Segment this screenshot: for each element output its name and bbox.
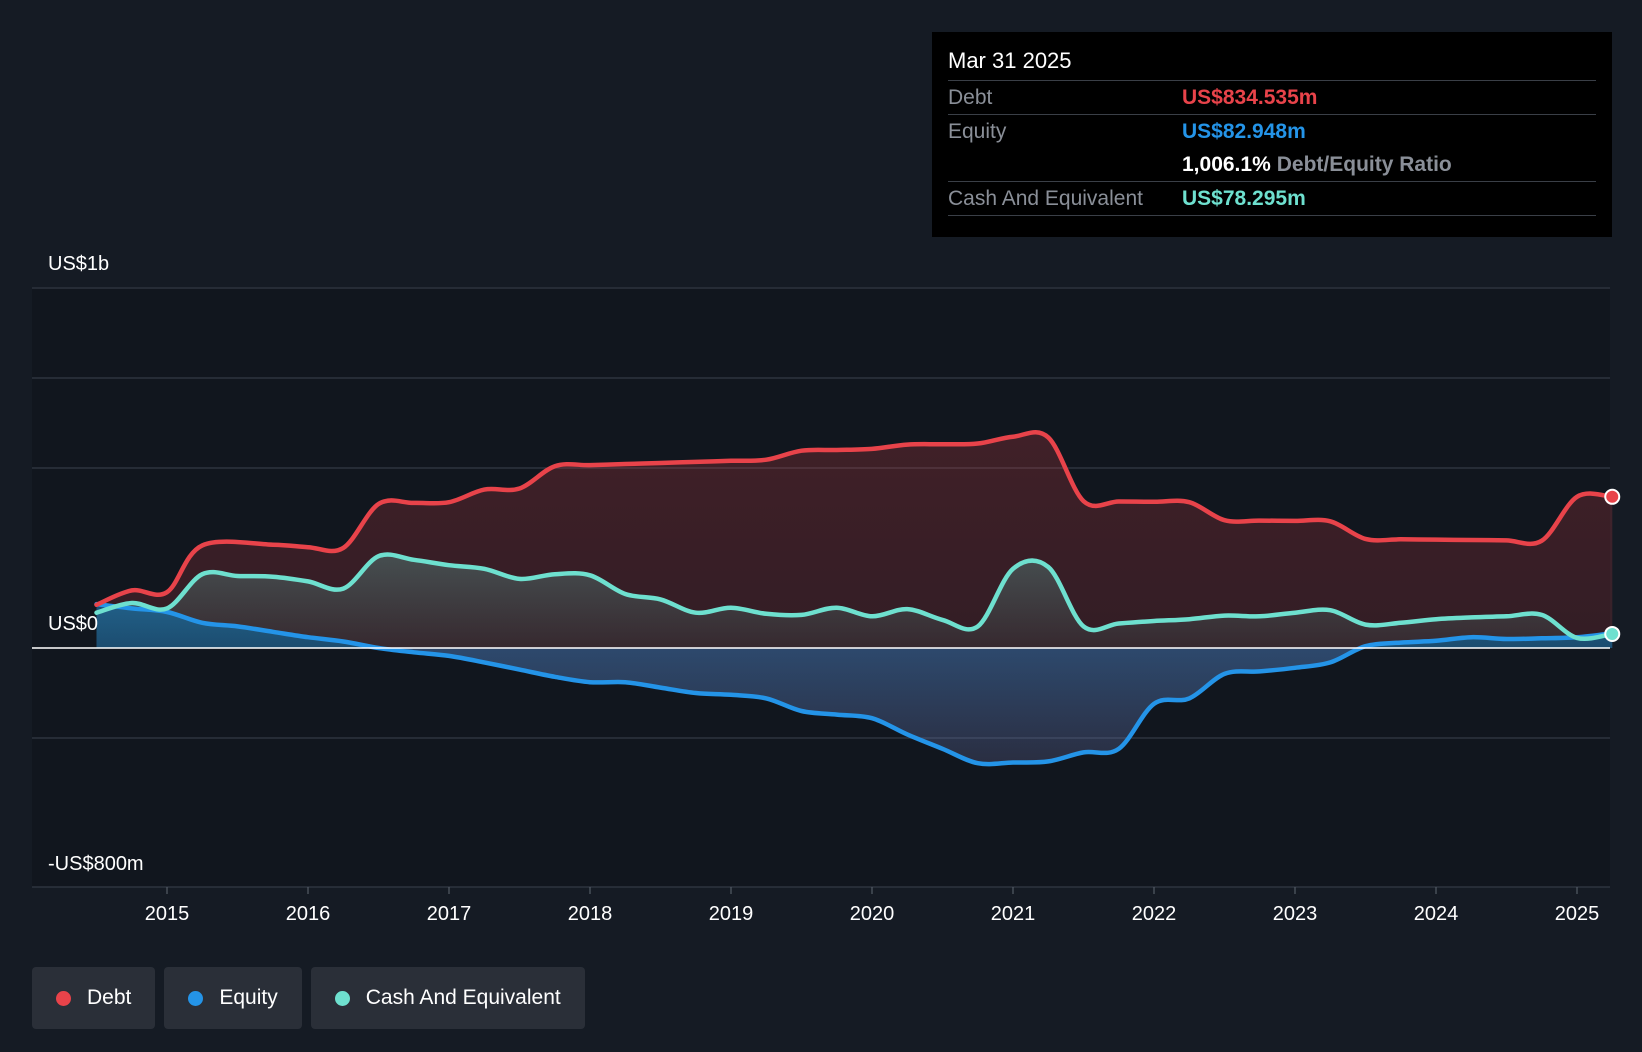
x-tick-label-2024: 2024 <box>1414 903 1459 925</box>
tooltip-panel: Mar 31 2025 Debt US$834.535m Equity US$8… <box>932 32 1612 237</box>
y-label-bottom: -US$800m <box>48 853 144 875</box>
cash-dot-icon <box>334 990 350 1006</box>
y-label-top: US$1b <box>48 253 109 275</box>
debt-dot-icon <box>56 990 71 1006</box>
y-label-zero: US$0 <box>48 613 98 635</box>
x-axis-ticks: 2015 2016 2017 2018 2019 2020 2021 2022 2023 2024… <box>145 887 1600 925</box>
x-tick-label-2018: 2018 <box>568 903 613 925</box>
debt-line <box>94 429 1615 608</box>
tooltip-ratio-label: Debt/Equity Ratio <box>1276 152 1452 176</box>
tooltip-equity-label: Equity <box>948 119 1007 143</box>
x-tick-label-2015: 2015 <box>145 903 190 925</box>
equity-line <box>94 601 1615 767</box>
areas <box>96 432 1613 765</box>
tooltip-equity-value: US$82.948m <box>1182 119 1306 143</box>
legend-item-equity[interactable]: Equity <box>164 967 302 1029</box>
tooltip-equity-row: Equity US$82.948m <box>948 114 1596 148</box>
tooltip-cash-row: Cash And Equivalent US$78.295m <box>948 181 1596 216</box>
equity-area <box>96 604 1613 765</box>
x-tick-label-2021: 2021 <box>991 903 1036 925</box>
end-markers <box>1604 488 1621 642</box>
cash-area <box>96 554 1613 648</box>
legend-label-cash: Cash And Equivalent <box>365 986 561 1009</box>
equity-dot-icon <box>188 990 204 1006</box>
tooltip-cash-label: Cash And Equivalent <box>948 186 1143 210</box>
tooltip-debt-row: Debt US$834.535m <box>948 80 1596 114</box>
legend: Debt Equity Cash And Equivalent <box>32 967 585 1029</box>
tooltip-debt-value: US$834.535m <box>1182 85 1318 109</box>
x-tick-label-2019: 2019 <box>709 903 754 925</box>
debt-end-marker[interactable] <box>1604 488 1621 505</box>
x-tick-label-2017: 2017 <box>427 903 472 925</box>
cash-line <box>94 552 1615 641</box>
tooltip-debt-label: Debt <box>948 85 993 109</box>
series-lines <box>94 429 1615 767</box>
legend-label-debt: Debt <box>87 986 132 1009</box>
x-tick-label-2023: 2023 <box>1273 903 1318 925</box>
x-tick-label-2016: 2016 <box>286 903 331 925</box>
tooltip-date: Mar 31 2025 <box>948 48 1072 73</box>
tooltip-ratio-value: 1,006.1% <box>1182 152 1271 176</box>
legend-item-cash[interactable]: Cash And Equivalent <box>310 967 585 1029</box>
debt-area <box>96 432 1613 765</box>
cash-end-marker[interactable] <box>1604 625 1621 642</box>
legend-label-equity: Equity <box>219 986 278 1009</box>
x-tick-label-2022: 2022 <box>1132 903 1177 925</box>
x-tick-label-2020: 2020 <box>850 903 895 925</box>
x-tick-label-2025: 2025 <box>1555 903 1600 925</box>
legend-item-debt[interactable]: Debt <box>32 967 156 1029</box>
tooltip-ratio-row: 1,006.1% Debt/Equity Ratio <box>948 148 1596 181</box>
tooltip-cash-value: US$78.295m <box>1182 186 1306 210</box>
